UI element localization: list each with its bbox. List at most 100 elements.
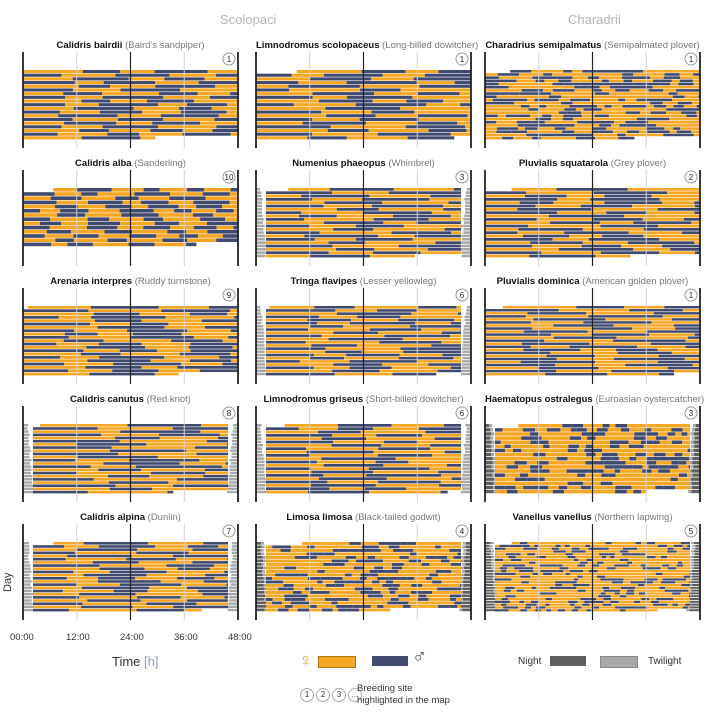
female-bout xyxy=(631,108,646,111)
female-bout xyxy=(672,586,680,589)
male-bout xyxy=(599,130,613,134)
twilight-left xyxy=(491,564,495,567)
female-bout xyxy=(676,575,684,578)
male-bout xyxy=(553,324,614,327)
male-bout xyxy=(206,439,228,443)
female-bout xyxy=(196,602,228,606)
female-bout xyxy=(651,469,659,473)
male-bout xyxy=(659,586,666,589)
male-bout xyxy=(657,117,670,121)
female-bout xyxy=(573,598,581,601)
twilight-label: Twilight xyxy=(648,656,682,667)
female-bout xyxy=(513,136,526,140)
twilight-right xyxy=(462,542,466,545)
male-bout xyxy=(146,99,194,103)
female-bout xyxy=(495,469,507,473)
male-bout xyxy=(136,608,185,612)
female-bout xyxy=(170,225,194,230)
female-bout xyxy=(424,542,432,545)
male-bout xyxy=(453,188,461,191)
light-left xyxy=(256,584,264,587)
male-bout xyxy=(309,77,372,81)
light-left xyxy=(256,234,266,238)
female-bout xyxy=(617,542,627,545)
female-bout xyxy=(408,566,420,570)
female-bout xyxy=(181,362,223,366)
female-bout xyxy=(682,444,690,449)
female-bout xyxy=(503,558,511,561)
female-bout xyxy=(506,105,521,108)
female-bout xyxy=(146,573,206,577)
male-bout xyxy=(329,188,394,191)
twilight-right xyxy=(462,552,466,556)
male-bout xyxy=(501,570,507,573)
female-bout xyxy=(599,221,634,225)
female-bout xyxy=(572,592,579,595)
male-bout xyxy=(622,82,634,86)
female-bout xyxy=(327,480,379,484)
female-bout xyxy=(549,581,556,584)
male-bout xyxy=(650,111,667,114)
male-bout xyxy=(187,103,228,107)
female-bout xyxy=(553,473,564,477)
light-left xyxy=(485,469,494,473)
male-bout xyxy=(681,231,700,235)
male-bout xyxy=(294,556,306,559)
male-bout xyxy=(33,433,102,437)
male-bout xyxy=(599,120,614,124)
female-bout xyxy=(542,586,550,589)
light-right xyxy=(229,459,238,462)
female-bout xyxy=(298,427,338,431)
male-bout xyxy=(557,570,564,573)
male-bout xyxy=(331,444,382,447)
female-bout xyxy=(209,567,228,571)
female-bout xyxy=(569,234,603,238)
light-left xyxy=(256,198,263,201)
male-bout xyxy=(23,217,51,221)
male-bout xyxy=(530,440,537,444)
male-bout xyxy=(681,108,695,111)
common-name: (Short-billed dowitcher) xyxy=(365,394,464,405)
female-bout xyxy=(485,234,524,238)
female-bout xyxy=(405,70,439,74)
female-bout xyxy=(614,556,620,559)
female-bout xyxy=(682,309,700,312)
male-bout xyxy=(438,70,471,74)
female-bout xyxy=(447,556,454,559)
female-bout xyxy=(528,224,601,228)
male-bout xyxy=(87,599,141,602)
male-bout xyxy=(601,556,607,559)
male-bout xyxy=(437,605,450,608)
female-bout xyxy=(295,580,305,584)
male-bout xyxy=(266,218,305,221)
female-bout xyxy=(501,584,510,587)
female-bout xyxy=(629,564,637,567)
female-bout xyxy=(450,334,461,338)
male-bout xyxy=(360,573,372,577)
female-bout xyxy=(386,563,392,566)
light-right xyxy=(232,443,238,446)
light-right xyxy=(229,596,238,599)
female-bout xyxy=(548,553,557,556)
female-bout xyxy=(673,70,681,73)
female-bout xyxy=(642,589,652,592)
male-bout xyxy=(577,473,586,477)
light-left xyxy=(485,485,494,490)
male-bout xyxy=(224,570,228,574)
male-bout xyxy=(678,82,694,86)
male-bout xyxy=(318,477,387,481)
site-number: 10 xyxy=(225,173,234,182)
light-right xyxy=(694,444,700,448)
female-bout xyxy=(328,605,337,608)
female-bout xyxy=(450,545,461,549)
male-bout xyxy=(521,436,528,440)
female-bout xyxy=(585,553,592,556)
male-bout xyxy=(679,79,693,83)
female-bout xyxy=(446,601,455,605)
female-bout xyxy=(496,120,505,124)
female-bout xyxy=(485,330,524,333)
light-left xyxy=(256,321,262,325)
female-bout xyxy=(632,204,695,208)
male-bout xyxy=(634,600,641,603)
female-bout xyxy=(542,589,549,592)
